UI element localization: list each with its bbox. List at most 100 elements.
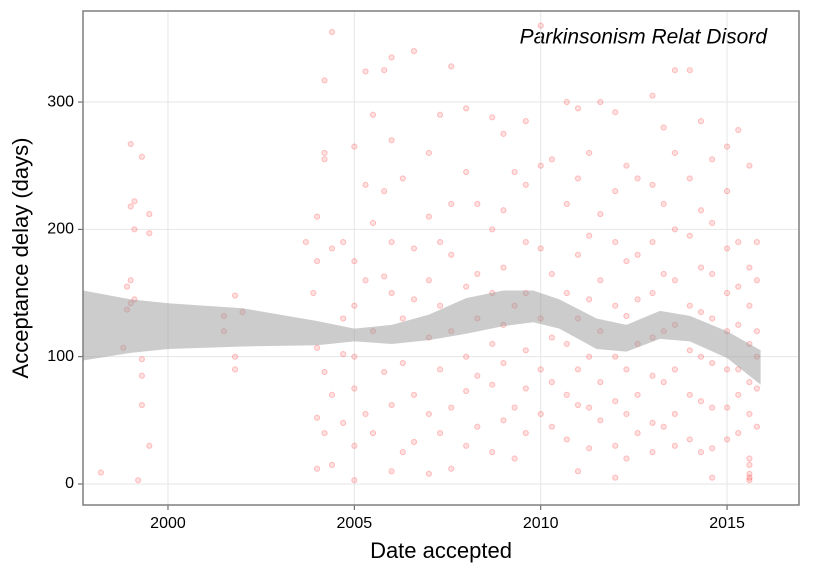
point bbox=[463, 283, 470, 290]
point bbox=[746, 302, 753, 309]
point bbox=[623, 455, 630, 462]
point bbox=[511, 455, 518, 462]
point bbox=[574, 401, 582, 409]
point bbox=[723, 188, 731, 195]
point bbox=[649, 449, 656, 456]
point bbox=[723, 366, 731, 373]
point bbox=[597, 98, 604, 106]
point bbox=[321, 368, 328, 376]
point bbox=[686, 302, 693, 309]
point bbox=[436, 429, 444, 437]
point bbox=[127, 277, 134, 284]
point bbox=[586, 353, 593, 360]
point bbox=[138, 372, 145, 379]
point bbox=[425, 149, 432, 157]
point bbox=[474, 270, 481, 278]
point bbox=[522, 347, 529, 354]
point bbox=[313, 344, 321, 351]
point bbox=[313, 465, 321, 472]
point bbox=[563, 391, 570, 398]
point bbox=[623, 410, 630, 418]
point bbox=[735, 126, 742, 134]
point bbox=[135, 477, 142, 484]
point bbox=[686, 232, 693, 239]
point bbox=[563, 340, 570, 348]
point bbox=[522, 238, 529, 246]
point bbox=[131, 198, 138, 205]
point bbox=[410, 391, 418, 398]
point bbox=[522, 181, 529, 188]
point bbox=[138, 356, 145, 363]
point bbox=[634, 429, 641, 437]
point bbox=[123, 283, 131, 290]
point bbox=[321, 77, 328, 84]
point bbox=[474, 372, 481, 379]
point bbox=[474, 423, 481, 430]
point bbox=[671, 149, 678, 157]
point bbox=[686, 67, 693, 74]
point bbox=[489, 226, 496, 233]
point bbox=[321, 156, 328, 163]
point bbox=[522, 385, 529, 392]
point bbox=[686, 175, 693, 182]
point bbox=[231, 353, 239, 360]
point bbox=[597, 417, 604, 424]
point bbox=[597, 210, 604, 218]
point bbox=[474, 200, 481, 207]
point bbox=[489, 114, 496, 121]
point bbox=[351, 477, 358, 484]
point bbox=[399, 315, 406, 322]
point bbox=[612, 398, 619, 405]
point bbox=[634, 296, 641, 303]
point bbox=[388, 401, 395, 409]
point bbox=[425, 470, 432, 477]
point bbox=[500, 264, 507, 271]
x-tick-label: 2015 bbox=[709, 515, 745, 532]
point bbox=[231, 366, 239, 373]
point bbox=[671, 442, 678, 449]
point bbox=[381, 368, 388, 376]
point bbox=[746, 379, 753, 386]
point bbox=[537, 162, 544, 169]
point bbox=[746, 470, 753, 477]
point bbox=[753, 328, 760, 335]
point bbox=[463, 387, 470, 395]
point bbox=[723, 289, 731, 297]
point bbox=[537, 366, 544, 373]
point bbox=[586, 404, 593, 411]
point bbox=[686, 347, 693, 354]
point bbox=[697, 207, 705, 214]
point bbox=[649, 419, 656, 426]
point bbox=[489, 381, 496, 388]
plot-area bbox=[83, 11, 799, 505]
x-axis-label: Date accepted bbox=[370, 538, 512, 563]
point bbox=[586, 232, 593, 239]
point bbox=[369, 111, 377, 118]
point bbox=[381, 188, 388, 195]
point bbox=[612, 109, 619, 116]
point bbox=[500, 207, 507, 214]
point bbox=[563, 98, 570, 106]
point bbox=[649, 289, 656, 297]
point bbox=[399, 359, 406, 367]
point bbox=[425, 277, 432, 284]
point bbox=[410, 296, 418, 303]
point bbox=[574, 105, 582, 112]
point bbox=[735, 391, 742, 398]
point bbox=[127, 203, 134, 210]
point bbox=[548, 334, 555, 341]
point bbox=[746, 477, 753, 484]
point bbox=[463, 168, 470, 176]
point bbox=[649, 372, 656, 379]
point bbox=[537, 410, 544, 418]
point bbox=[563, 436, 570, 443]
point bbox=[146, 230, 153, 237]
point bbox=[697, 309, 705, 316]
point bbox=[448, 200, 455, 207]
point bbox=[597, 379, 604, 386]
point bbox=[351, 385, 358, 392]
point bbox=[340, 238, 347, 246]
point bbox=[723, 143, 731, 150]
point bbox=[351, 302, 358, 309]
point bbox=[448, 63, 455, 70]
